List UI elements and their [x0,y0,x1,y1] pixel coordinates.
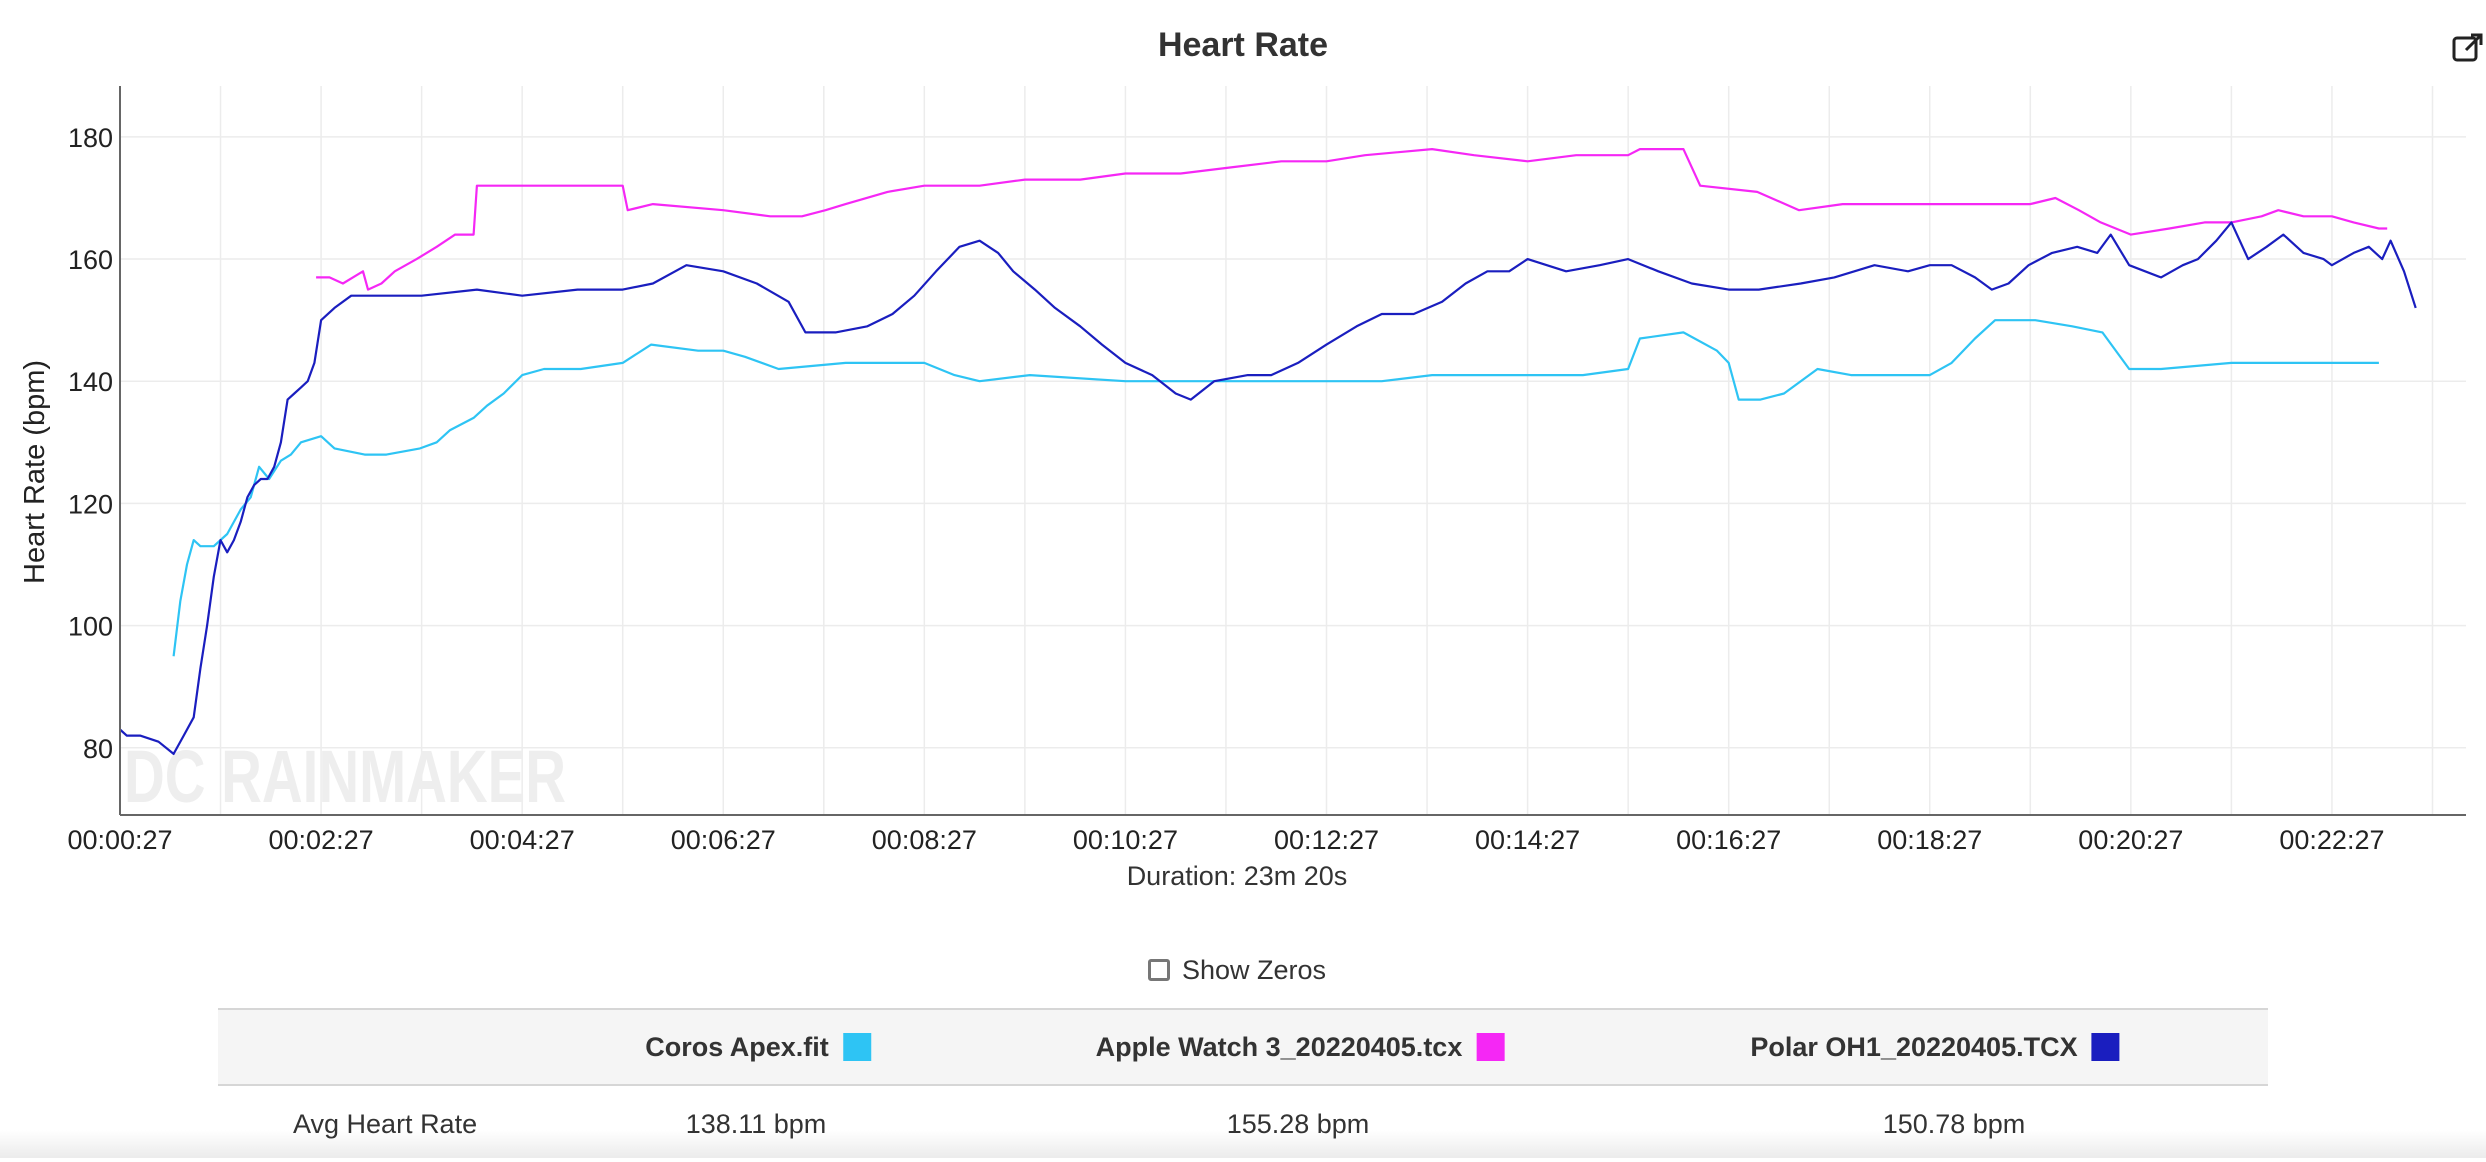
device-header-polar: Polar OH1_20220405.TCX [1750,1010,2120,1084]
x-tick-label: 00:16:27 [1676,825,1781,855]
y-tick-label: 100 [68,612,113,642]
x-tick-label: 00:22:27 [2279,825,2384,855]
y-tick-label: 160 [68,245,113,275]
external-link-icon[interactable] [2450,30,2486,66]
x-tick-label: 00:02:27 [269,825,374,855]
x-tick-label: 00:20:27 [2078,825,2183,855]
device-header-apple-watch: Apple Watch 3_20220405.tcx [1096,1010,1505,1084]
x-tick-label: 00:06:27 [671,825,776,855]
y-tick-label: 180 [68,123,113,153]
series [119,148,2417,755]
x-tick-label: 00:18:27 [1877,825,1982,855]
table-row: Avg Heart Rate 138.11 bpm 155.28 bpm 150… [218,1086,2268,1162]
y-axis-label: Heart Rate (bpm) [19,360,51,584]
x-tick-label: 00:12:27 [1274,825,1379,855]
chart-title: Heart Rate [1157,26,1329,64]
series-line-0 [172,319,2379,657]
device-header-coros: Coros Apex.fit [645,1010,871,1084]
x-tick-label: 00:14:27 [1475,825,1580,855]
y-tick-label: 80 [83,734,113,764]
series-line-2 [119,221,2417,755]
x-tick-label: 00:08:27 [872,825,977,855]
x-tick-label: 00:00:27 [67,825,172,855]
show-zeros-checkbox[interactable] [1148,959,1170,981]
y-tick-label: 120 [68,489,113,519]
show-zeros-label: Show Zeros [1182,954,1327,985]
bottom-fade [0,1130,2486,1158]
row-label-avg-heart-rate: Avg Heart Rate [293,1108,478,1139]
avg-hr-apple-watch: 155.28 bpm [1226,1108,1370,1139]
x-tick-label: 00:10:27 [1073,825,1178,855]
avg-hr-polar: 150.78 bpm [1882,1108,2026,1139]
x-axis-label: Duration: 23m 20s [1127,861,1348,891]
grid [119,86,2466,815]
coros-color-swatch [842,1033,871,1061]
watermark: DC RAINMAKER [124,735,566,818]
x-tick-label: 00:04:27 [470,825,575,855]
heart-rate-chart: DC RAINMAKER 80 100 120 140 160 180 00:00:27 00… [19,86,2466,891]
stats-table: Coros Apex.fit Apple Watch 3_20220405.tc… [218,1008,2268,1162]
stats-header-row: Coros Apex.fit Apple Watch 3_20220405.tc… [218,1010,2268,1086]
avg-hr-coros: 138.11 bpm [685,1108,827,1139]
show-zeros-toggle[interactable]: Show Zeros [1148,952,1326,988]
apple-watch-color-swatch [1476,1033,1505,1061]
axes: 80 100 120 140 160 180 00:00:27 00:02:27 00:04:2… [67,86,2466,855]
polar-color-swatch [2091,1033,2120,1061]
y-tick-label: 140 [68,367,113,397]
series-line-1 [316,148,2388,291]
